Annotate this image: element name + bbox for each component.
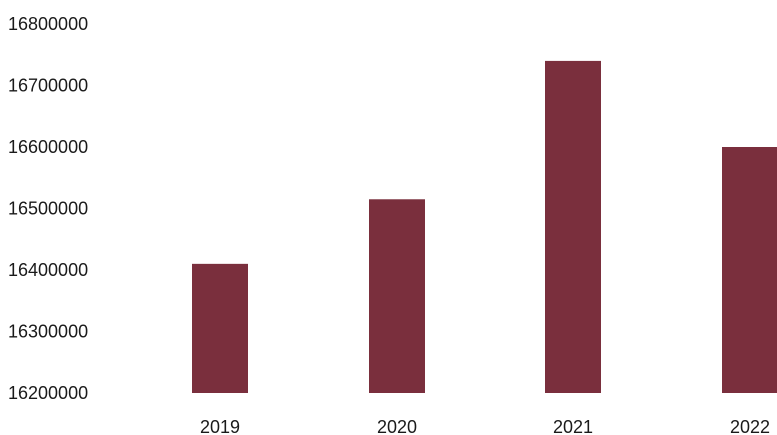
x-axis: 2019 2020 2021 2022	[200, 417, 770, 435]
y-tick-label: 16400000	[8, 260, 88, 280]
x-tick-label: 2022	[730, 417, 770, 435]
y-tick-label: 16200000	[8, 383, 88, 403]
y-axis: 16800000 16700000 16600000 16500000 16400000…	[8, 14, 88, 403]
bar-2022	[722, 147, 777, 393]
y-tick-label: 16300000	[8, 322, 88, 342]
bars	[192, 60, 777, 394]
y-tick-label: 16500000	[8, 199, 88, 219]
x-tick-label: 2020	[377, 417, 417, 435]
bar-2021	[545, 60, 601, 394]
bar-2020	[369, 199, 425, 393]
y-tick-label: 16600000	[8, 137, 88, 157]
x-tick-label: 2019	[200, 417, 240, 435]
y-tick-label: 16700000	[8, 76, 88, 96]
bar-2019	[192, 263, 248, 393]
x-tick-label: 2021	[553, 417, 593, 435]
y-tick-label: 16800000	[8, 14, 88, 34]
